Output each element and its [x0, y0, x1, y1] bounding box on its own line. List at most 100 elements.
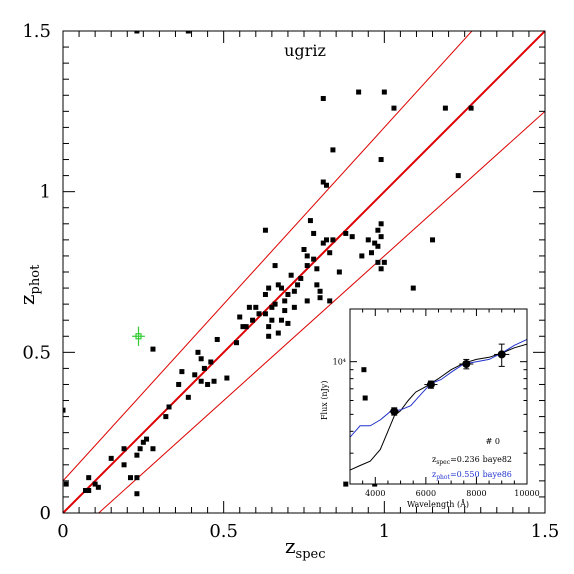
y-axis-label: zphot	[15, 264, 43, 305]
scatter-point	[224, 375, 230, 381]
scatter-point	[63, 407, 66, 413]
photometry-points	[361, 343, 510, 416]
panel-label: ugriz	[284, 41, 326, 60]
scatter-point	[311, 230, 317, 236]
scatter-point	[372, 240, 378, 246]
scatter-point	[468, 105, 474, 111]
scatter-point	[214, 336, 220, 342]
inset-x-tick-label: 6000	[416, 489, 436, 498]
scatter-point	[330, 147, 336, 153]
scatter-point	[320, 179, 326, 185]
scatter-point	[269, 304, 275, 310]
legend-index: # 0	[486, 437, 500, 446]
scatter-point	[192, 372, 198, 378]
scatter-point	[82, 488, 88, 494]
scatter-point	[304, 253, 310, 259]
scatter-point	[323, 182, 329, 188]
scatter-point	[185, 31, 191, 34]
scatter-point	[323, 237, 329, 243]
scatter-point	[150, 446, 156, 452]
scatter-point	[307, 218, 313, 224]
scatter-point	[349, 234, 355, 240]
scatter-point	[381, 89, 387, 95]
phot-point	[497, 350, 506, 359]
scatter-point	[198, 378, 204, 384]
scatter-point	[134, 491, 140, 497]
scatter-point	[163, 414, 169, 420]
scatter-point	[391, 105, 397, 111]
sed-curve-baye82	[350, 343, 527, 471]
scatter-point	[166, 404, 172, 410]
scatter-point	[95, 484, 101, 490]
scatter-point	[336, 269, 342, 275]
scatter-point	[256, 311, 262, 317]
main-scatter-panel: 0 0.5 1 1.5 0 0.5 1 1.5 ugriz zspec zphot	[15, 21, 559, 562]
phot-point	[390, 407, 399, 416]
inset-y-tick-label: 10⁴	[333, 358, 346, 367]
scatter-point	[288, 272, 294, 278]
scatter-point	[201, 365, 207, 371]
scatter-point	[275, 330, 281, 336]
main-tick-labels: 0 0.5 1 1.5 0 0.5 1 1.5	[22, 21, 559, 542]
scatter-point	[301, 247, 307, 253]
phot-square	[362, 395, 368, 401]
scatter-point	[144, 436, 150, 442]
scatter-point	[275, 282, 281, 288]
scatter-point	[368, 250, 374, 256]
scatter-point	[108, 455, 114, 461]
scatter-point	[314, 266, 320, 272]
phot-point	[462, 359, 471, 368]
scatter-point	[314, 282, 320, 288]
scatter-point	[176, 381, 182, 387]
scatter-point	[410, 285, 416, 291]
scatter-point	[330, 237, 336, 243]
scatter-point	[279, 285, 285, 291]
scatter-point	[185, 394, 191, 400]
main-axis-ticks	[62, 30, 546, 514]
scatter-point	[455, 173, 461, 179]
scatter-point	[134, 31, 140, 34]
inset-x-tick-label: 10000	[514, 489, 539, 498]
x-tick-label: 1	[379, 521, 390, 542]
phot-square	[361, 367, 367, 373]
y-tick-label: 0	[40, 503, 51, 524]
scatter-point	[121, 446, 127, 452]
y-tick-label: 1.5	[22, 21, 51, 42]
y-tick-label: 1	[40, 182, 51, 203]
scatter-point	[304, 298, 310, 304]
scatter-point	[356, 89, 362, 95]
scatter-point	[442, 105, 448, 111]
scatter-point	[343, 230, 349, 236]
scatter-point	[92, 481, 98, 487]
scatter-point	[137, 446, 143, 452]
scatter-point	[86, 488, 92, 494]
scatter-point	[134, 452, 140, 458]
inset-tick-labels: 4000 6000 8000 10000 10⁴	[333, 358, 540, 498]
scatter-point	[378, 266, 384, 272]
scatter-point	[269, 317, 275, 323]
inset-y-axis-label: Flux (nJy)	[320, 381, 329, 420]
scatter-point	[86, 475, 92, 481]
scatter-point	[237, 314, 243, 320]
scatter-point	[430, 237, 436, 243]
scatter-point	[179, 369, 185, 375]
scatter-point	[266, 333, 272, 339]
inset-x-tick-label: 8000	[466, 489, 486, 498]
scatter-point	[365, 237, 371, 243]
scatter-point	[262, 291, 268, 297]
scatter-point	[375, 243, 381, 249]
scatter-point	[304, 263, 310, 269]
scatter-point	[378, 234, 384, 240]
highlighted-object	[132, 326, 145, 346]
x-axis-label: zspec	[285, 534, 326, 562]
scatter-point	[240, 324, 246, 330]
scatter-point	[291, 304, 297, 310]
identity-line	[63, 31, 545, 513]
outlier-boundary-line	[97, 110, 545, 513]
scatter-point	[343, 481, 349, 487]
scatter-point	[285, 291, 291, 297]
scatter-point	[211, 378, 217, 384]
scatter-point	[272, 263, 278, 269]
scatter-point	[327, 250, 333, 256]
